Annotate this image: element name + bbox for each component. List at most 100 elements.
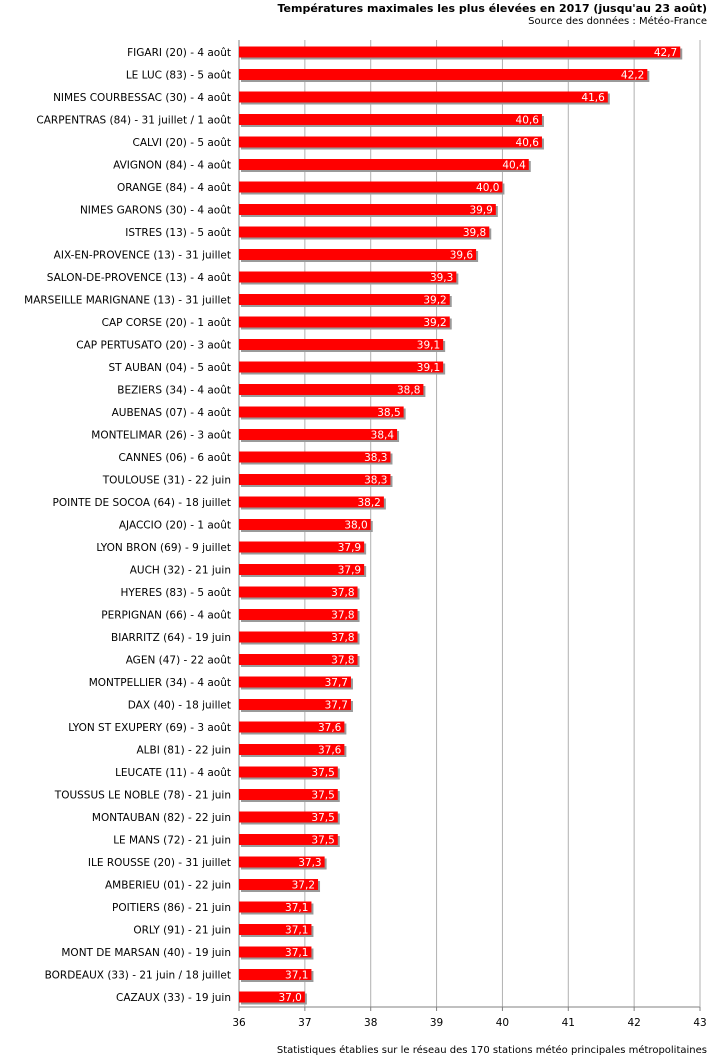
value-label: 37,8 xyxy=(331,587,354,599)
value-label: 37,1 xyxy=(285,970,308,982)
value-label: 41,6 xyxy=(581,92,605,104)
value-label: 39,2 xyxy=(423,295,446,307)
category-label: BORDEAUX (33) - 21 juin / 18 juillet xyxy=(45,970,231,982)
bar xyxy=(239,429,398,440)
value-label: 38,3 xyxy=(364,475,387,487)
value-label: 38,5 xyxy=(377,407,400,419)
category-label: LYON BRON (69) - 9 juillet xyxy=(96,542,231,554)
category-label: LE MANS (72) - 21 juin xyxy=(113,835,231,847)
x-tick-label: 43 xyxy=(693,1017,706,1029)
bar xyxy=(239,474,391,485)
category-label: POITIERS (86) - 21 juin xyxy=(112,902,231,914)
category-label: AMBERIEU (01) - 22 juin xyxy=(105,880,231,892)
x-tick-label: 39 xyxy=(430,1017,443,1029)
bar xyxy=(239,699,351,710)
value-label: 40,4 xyxy=(502,160,526,172)
value-label: 38,0 xyxy=(344,520,367,532)
bar xyxy=(239,924,312,935)
value-label: 39,1 xyxy=(417,340,440,352)
value-label: 37,8 xyxy=(331,610,354,622)
category-label: AIX-EN-PROVENCE (13) - 31 juillet xyxy=(54,250,231,262)
value-label: 40,0 xyxy=(476,182,499,194)
chart-title: Températures maximales les plus élevées … xyxy=(277,2,708,15)
bar xyxy=(239,721,345,733)
value-label: 37,9 xyxy=(338,542,361,554)
value-label: 42,2 xyxy=(621,70,644,82)
category-label: CANNES (06) - 6 août xyxy=(118,452,231,464)
bar xyxy=(239,271,457,283)
value-label: 38,3 xyxy=(364,452,387,464)
value-label: 39,8 xyxy=(463,227,486,239)
bar xyxy=(239,969,312,980)
bar xyxy=(239,91,608,103)
category-label: CARPENTRAS (84) - 31 juillet / 1 août xyxy=(36,115,231,127)
category-label: CALVI (20) - 5 août xyxy=(133,137,232,149)
value-label: 37,5 xyxy=(311,835,334,847)
bar xyxy=(239,496,384,508)
category-label: ISTRES (13) - 5 août xyxy=(125,227,231,239)
bar xyxy=(239,204,496,215)
value-label: 39,9 xyxy=(469,205,492,217)
value-label: 39,3 xyxy=(430,272,453,284)
bar xyxy=(239,249,477,260)
category-label: MARSEILLE MARIGNANE (13) - 31 juillet xyxy=(24,295,231,307)
bar xyxy=(239,834,338,845)
category-label: NIMES GARONS (30) - 4 août xyxy=(80,205,231,217)
category-label: LE LUC (83) - 5 août xyxy=(126,70,231,82)
value-label: 37,8 xyxy=(331,655,354,667)
category-label: BIARRITZ (64) - 19 juin xyxy=(111,632,231,644)
category-label: TOUSSUS LE NOBLE (78) - 21 juin xyxy=(54,790,231,802)
bar xyxy=(239,564,365,575)
category-label: AJACCIO (20) - 1 août xyxy=(119,520,231,532)
value-label: 40,6 xyxy=(516,115,540,127)
category-label: MONTAUBAN (82) - 22 juin xyxy=(92,812,231,824)
category-label: CAP PERTUSATO (20) - 3 août xyxy=(76,340,231,352)
category-label: MONTELIMAR (26) - 3 août xyxy=(91,430,231,442)
category-label: SALON-DE-PROVENCE (13) - 4 août xyxy=(47,272,231,284)
category-label: LEUCATE (11) - 4 août xyxy=(115,767,231,779)
value-label: 37,6 xyxy=(318,722,342,734)
bar xyxy=(239,69,648,80)
category-label: PERPIGNAN (66) - 4 août xyxy=(101,610,231,622)
category-label: AVIGNON (84) - 4 août xyxy=(113,160,231,172)
value-label: 42,7 xyxy=(654,47,677,59)
x-tick-label: 36 xyxy=(232,1017,246,1029)
value-label: 37,5 xyxy=(311,767,334,779)
category-label: ORANGE (84) - 4 août xyxy=(117,182,231,194)
value-label: 38,2 xyxy=(357,497,380,509)
value-label: 37,0 xyxy=(278,992,301,1004)
value-label: 37,9 xyxy=(338,565,361,577)
value-label: 37,1 xyxy=(285,947,308,959)
bar xyxy=(239,294,450,305)
category-label: MONTPELLIER (34) - 4 août xyxy=(89,677,231,689)
value-label: 39,2 xyxy=(423,317,446,329)
bar xyxy=(239,361,444,373)
bar xyxy=(239,159,529,170)
category-label: ST AUBAN (04) - 5 août xyxy=(108,362,231,374)
category-label: POINTE DE SOCOA (64) - 18 juillet xyxy=(53,497,231,509)
bar xyxy=(239,901,312,913)
bar xyxy=(239,586,358,598)
bar xyxy=(239,519,371,530)
value-label: 38,8 xyxy=(397,385,420,397)
value-label: 37,6 xyxy=(318,745,342,757)
category-label: NIMES COURBESSAC (30) - 4 août xyxy=(53,92,231,104)
x-tick-label: 42 xyxy=(627,1017,640,1029)
bar xyxy=(239,991,305,1003)
category-label: TOULOUSE (31) - 22 juin xyxy=(102,475,231,487)
value-label: 37,7 xyxy=(325,677,348,689)
bar xyxy=(239,451,391,463)
bar xyxy=(239,654,358,665)
value-label: 37,7 xyxy=(325,700,348,712)
bar xyxy=(239,339,444,350)
value-label: 37,5 xyxy=(311,812,334,824)
category-label: DAX (40) - 18 juillet xyxy=(128,700,231,712)
category-label: AUCH (32) - 21 juin xyxy=(130,565,231,577)
category-label: ORLY (91) - 21 juin xyxy=(133,925,231,937)
bar xyxy=(239,766,338,778)
category-label: HYERES (83) - 5 août xyxy=(120,587,231,599)
value-label: 39,1 xyxy=(417,362,440,374)
bar xyxy=(239,811,338,823)
chart-footnote: Statistiques établies sur le réseau des … xyxy=(276,1045,707,1056)
